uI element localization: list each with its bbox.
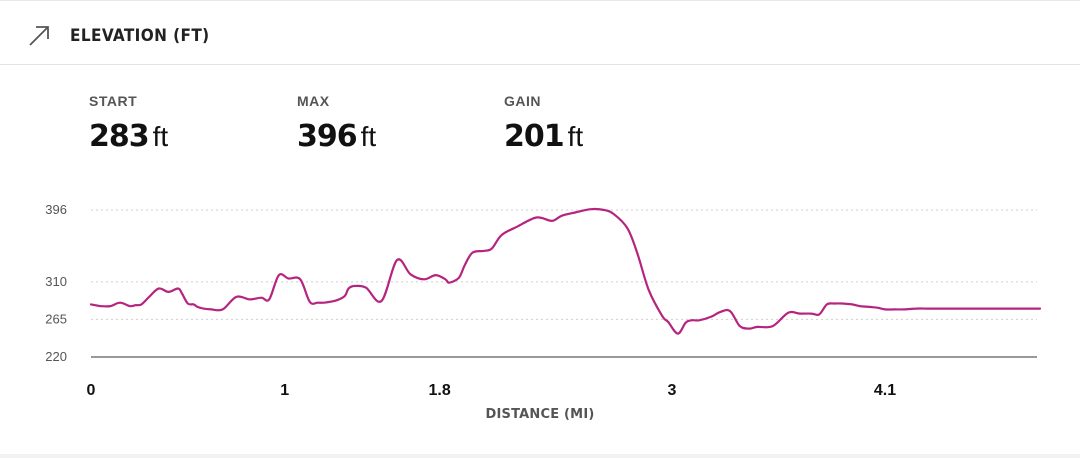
- x-tick-label: 1.8: [428, 382, 450, 399]
- stat-unit: ft: [567, 121, 584, 152]
- stat-max: MAX 396 ft: [297, 93, 376, 154]
- y-tick-label: 310: [45, 274, 67, 289]
- elevation-line: [89, 207, 1042, 335]
- stat-label: MAX: [297, 93, 330, 109]
- x-axis-label: DISTANCE (MI): [486, 407, 595, 422]
- stat-value: 201 ft: [504, 119, 583, 154]
- y-tick-label: 220: [45, 349, 67, 364]
- stat-label: START: [89, 93, 138, 109]
- y-tick-label: 265: [45, 311, 67, 326]
- stat-value: 283 ft: [89, 119, 168, 154]
- x-tick-label: 4.1: [874, 382, 896, 399]
- stat-label: GAIN: [504, 93, 541, 109]
- stat-gain: GAIN 201 ft: [504, 93, 583, 154]
- stat-number: 396: [297, 119, 358, 154]
- stat-unit: ft: [152, 121, 169, 152]
- stat-unit: ft: [360, 121, 377, 152]
- stat-start: START 283 ft: [89, 93, 168, 154]
- x-tick-label: 0: [87, 382, 96, 399]
- y-tick-label: 396: [45, 202, 67, 217]
- arrow-up-right-icon: [29, 26, 49, 46]
- x-tick-label: 3: [668, 382, 677, 399]
- stat-number: 201: [504, 119, 565, 154]
- card-header: ELEVATION (FT): [0, 3, 1080, 65]
- stat-value: 396 ft: [297, 119, 376, 154]
- x-tick-label: 1: [280, 382, 289, 399]
- stat-number: 283: [89, 119, 150, 154]
- card-title: ELEVATION (FT): [70, 26, 210, 46]
